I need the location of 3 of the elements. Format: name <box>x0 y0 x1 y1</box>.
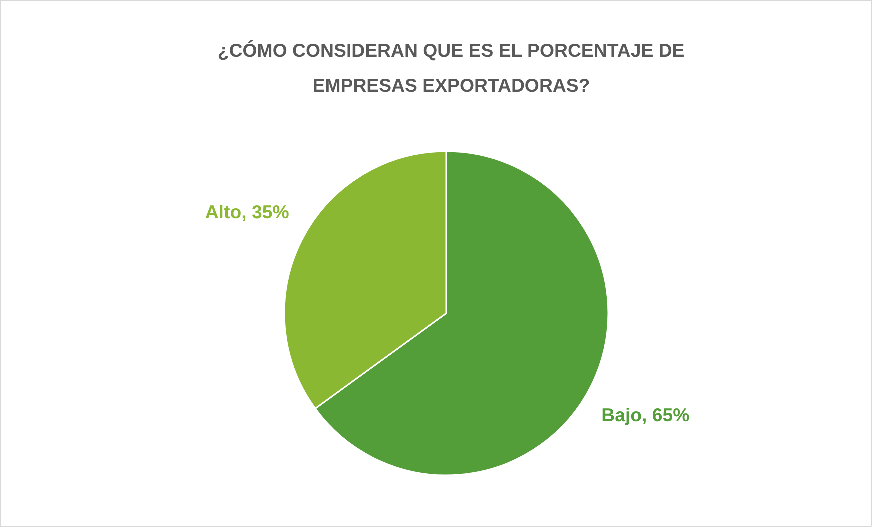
slice-label: Alto, 35% <box>205 202 290 223</box>
chart-title: ¿CÓMO CONSIDERAN QUE ES EL PORCENTAJE DE EMPRESAS EXPORTADORAS? <box>218 40 685 96</box>
slice-label: Bajo, 65% <box>602 404 690 426</box>
